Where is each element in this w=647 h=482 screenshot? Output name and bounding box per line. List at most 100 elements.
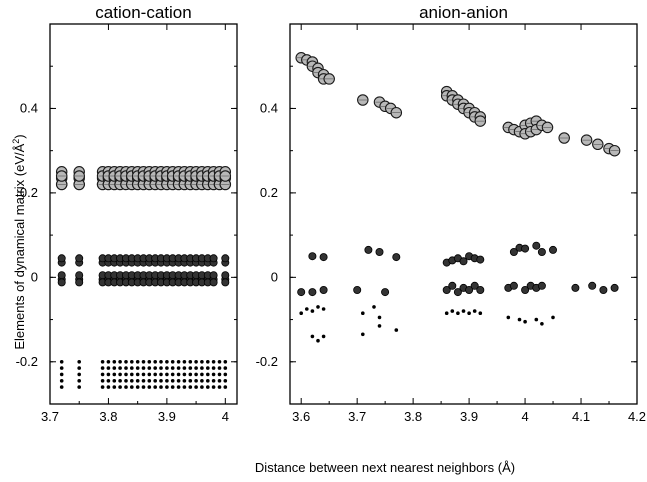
- data-point: [206, 379, 210, 383]
- data-point: [170, 372, 175, 377]
- data-point: [361, 311, 365, 316]
- data-point: [141, 360, 146, 364]
- data-point: [182, 360, 187, 364]
- data-point: [153, 385, 157, 389]
- data-point: [319, 285, 328, 294]
- data-point: [316, 338, 320, 343]
- data-point: [211, 385, 216, 389]
- data-point: [147, 360, 152, 364]
- data-point: [310, 334, 315, 339]
- data-point: [200, 385, 204, 389]
- data-point: [200, 372, 204, 377]
- data-point: [153, 366, 157, 370]
- data-point: [206, 372, 210, 377]
- data-point: [459, 257, 468, 266]
- data-point: [521, 244, 530, 253]
- x-tick-label: 3.9: [158, 409, 176, 424]
- data-point: [442, 285, 451, 294]
- data-point: [571, 283, 580, 292]
- data-point: [223, 385, 228, 389]
- data-point: [130, 372, 134, 377]
- y-tick-label: 0: [31, 269, 38, 284]
- data-point: [206, 366, 210, 370]
- data-point: [124, 360, 128, 364]
- data-point: [106, 366, 111, 370]
- data-point: [478, 311, 483, 316]
- x-tick-label: 3.8: [99, 409, 117, 424]
- data-point: [188, 385, 193, 389]
- data-point: [200, 360, 204, 364]
- data-point: [159, 366, 163, 370]
- data-point: [159, 360, 163, 364]
- data-point: [77, 379, 81, 383]
- data-point: [112, 366, 117, 370]
- data-point: [392, 253, 401, 262]
- data-point: [217, 360, 222, 364]
- data-point: [165, 366, 169, 370]
- data-point: [223, 379, 228, 383]
- data-point: [200, 379, 204, 383]
- data-point: [182, 379, 187, 383]
- data-point: [188, 366, 193, 370]
- data-point: [372, 305, 376, 309]
- data-point: [112, 379, 117, 383]
- data-point: [319, 253, 328, 262]
- data-point: [176, 379, 181, 383]
- data-point: [135, 385, 140, 389]
- panel-cation-cation: cation-cation 3.7 3.8 3.9 4 -0.2 0 0.2 0.4: [16, 3, 238, 424]
- data-point: [75, 278, 84, 287]
- data-point: [209, 278, 218, 287]
- data-point: [472, 309, 477, 313]
- data-point: [153, 360, 157, 364]
- data-point: [217, 385, 222, 389]
- data-point: [453, 288, 462, 297]
- data-point: [509, 247, 518, 256]
- panel-anion-anion: anion-anion 3.6 3.7 3.8 3.9 4 4.1 4.2 -0.2 0 0.2 0.…: [256, 3, 646, 424]
- data-point: [100, 372, 105, 377]
- data-point: [532, 241, 541, 250]
- data-point: [124, 385, 128, 389]
- data-point: [537, 281, 546, 290]
- plot-frame: [289, 23, 638, 405]
- data-point: [141, 379, 146, 383]
- data-point: [100, 360, 105, 364]
- data-point: [59, 385, 64, 389]
- data-point: [135, 360, 140, 364]
- data-point: [112, 360, 117, 364]
- y-tick-label: -0.2: [16, 354, 38, 369]
- data-point: [147, 385, 152, 389]
- y-axis-label: Elements of dynamical matrix (eV/Å2): [11, 134, 27, 349]
- data-point: [221, 271, 230, 280]
- panel-title: cation-cation: [95, 3, 191, 22]
- data-point: [141, 372, 146, 377]
- data-point: [308, 288, 317, 297]
- data-point: [165, 385, 169, 389]
- panel-title: anion-anion: [419, 3, 508, 22]
- data-point: [170, 360, 175, 364]
- data-point: [182, 372, 187, 377]
- data-point: [141, 366, 146, 370]
- data-point: [130, 360, 134, 364]
- data-point: [364, 245, 373, 254]
- data-point: [353, 285, 362, 294]
- data-point: [375, 247, 384, 256]
- x-tick-label: 4.1: [572, 409, 590, 424]
- data-point: [130, 366, 134, 370]
- data-point: [450, 309, 455, 313]
- y-tick-label: -0.2: [256, 354, 278, 369]
- data-point: [537, 247, 546, 256]
- data-point: [77, 385, 81, 389]
- y-tick-label: 0: [271, 269, 278, 284]
- data-point: [188, 379, 193, 383]
- data-point: [124, 372, 128, 377]
- x-tick-label: 3.7: [348, 409, 366, 424]
- data-point: [182, 385, 187, 389]
- x-tick-label: 3.8: [404, 409, 422, 424]
- x-axis-label: Distance between next nearest neighbors …: [255, 460, 515, 475]
- data-point: [124, 379, 128, 383]
- data-point: [610, 283, 619, 292]
- data-point: [130, 379, 134, 383]
- data-point: [206, 360, 210, 364]
- data-point: [509, 281, 518, 290]
